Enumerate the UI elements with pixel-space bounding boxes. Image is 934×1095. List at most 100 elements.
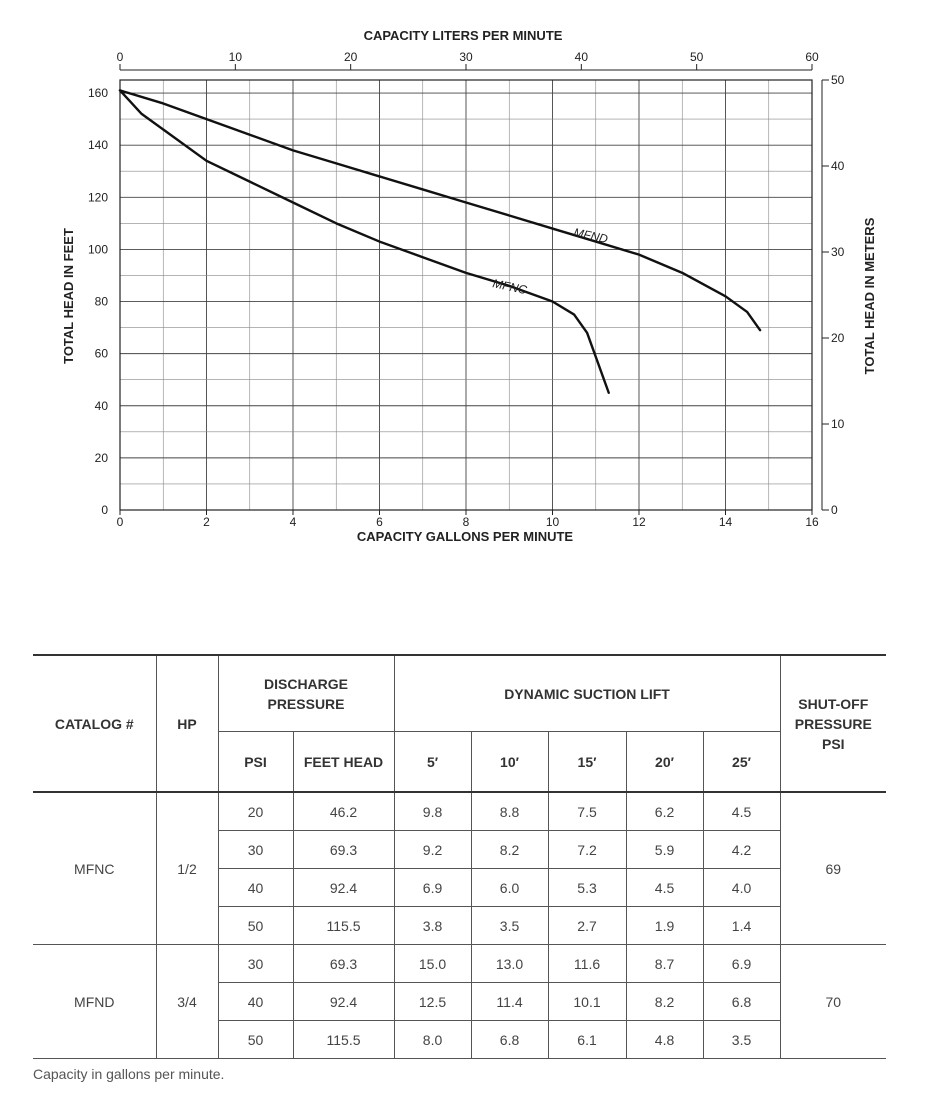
lift-cell: 4.2	[702, 830, 781, 869]
lift-cell: 1.4	[702, 906, 781, 945]
y2-axis-title: TOTAL HEAD IN METERS	[862, 217, 877, 374]
lift-cell: 5.9	[625, 830, 704, 869]
x-tick-label: 10	[546, 515, 560, 529]
lift-cell: 6.8	[470, 1020, 549, 1059]
lift-cell: 11.4	[470, 982, 549, 1021]
lift-cell: 8.8	[470, 791, 549, 831]
psi-cell: 30	[217, 944, 294, 983]
lift-cell: 4.5	[702, 791, 781, 831]
lift-15-header: 15′	[547, 731, 627, 793]
dynamic-suction-lift-header: DYNAMIC SUCTION LIFT	[393, 654, 781, 732]
psi-cell: 50	[217, 906, 294, 945]
discharge-pressure-header: DISCHARGE PRESSURE	[217, 654, 395, 732]
x-tick-label: 12	[632, 515, 646, 529]
lift-cell: 3.5	[702, 1020, 781, 1059]
catalog-cell: MFND	[33, 944, 157, 1059]
table-row: MFND 3/4 30 69.3 15.0 13.0 11.6 8.7 6.9 …	[33, 944, 887, 1059]
feet-head-cell: 92.4	[292, 982, 395, 1021]
y-tick-label: 0	[101, 503, 108, 517]
lift-5-header: 5′	[393, 731, 472, 793]
psi-cell: 50	[217, 1020, 294, 1059]
feet-head-header: FEET HEAD	[292, 731, 395, 793]
table-row: 30 69.3 9.2 8.2 7.2 5.9 4.2	[33, 830, 886, 869]
shutoff-cell: 69	[779, 791, 887, 945]
y-tick-label: 120	[88, 190, 108, 204]
feet-head-cell: 46.2	[292, 791, 395, 831]
y-tick-label: 60	[95, 347, 109, 361]
hp-header: HP	[155, 654, 219, 793]
x-axis-title: CAPACITY GALLONS PER MINUTE	[357, 529, 574, 544]
hp-cell: 1/2	[155, 791, 219, 945]
y2-tick-label: 10	[831, 417, 845, 431]
lift-cell: 4.8	[625, 1020, 704, 1059]
performance-chart: 0 2 4 6 8 10 12 14 160 10 20 30 40 50 6002040608010012…	[61, 28, 877, 544]
y2-tick-label: 20	[831, 331, 845, 345]
lift-cell: 15.0	[393, 944, 472, 983]
lift-cell: 6.2	[625, 791, 704, 831]
y2-tick-label: 30	[831, 245, 845, 259]
psi-cell: 40	[217, 868, 294, 907]
table-row: 40 92.4 12.5 11.4 10.1 8.2 6.8	[33, 982, 886, 1021]
psi-cell: 20	[217, 791, 294, 831]
series-line-mfnc	[118, 89, 610, 394]
x2-tick-label: 10	[229, 50, 243, 64]
series-label-mfnc: MFNC	[491, 276, 528, 297]
table-row: 50 115.5 3.8 3.5 2.7 1.9 1.4	[33, 906, 886, 945]
lift-cell: 13.0	[470, 944, 549, 983]
x2-tick-label: 0	[117, 50, 124, 64]
y-tick-label: 100	[88, 242, 108, 256]
x-tick-label: 4	[290, 515, 297, 529]
x-tick-label: 14	[719, 515, 733, 529]
table-row: MFNC 1/2 20 46.2 9.8 8.8 7.5 6.2 4.5 69	[33, 791, 887, 945]
x-tick-label: 8	[463, 515, 470, 529]
psi-header: PSI	[217, 731, 294, 793]
lift-cell: 6.9	[393, 868, 472, 907]
x-tick-label: 6	[376, 515, 383, 529]
psi-cell: 40	[217, 982, 294, 1021]
x2-tick-label: 40	[575, 50, 589, 64]
lift-cell: 6.8	[702, 982, 781, 1021]
axis-ticks: 0 2 4 6 8 10 12 14 160 10 20 30 40 50 6002040608010012…	[88, 50, 845, 529]
lift-cell: 6.1	[547, 1020, 627, 1059]
lift-cell: 8.2	[470, 830, 549, 869]
feet-head-cell: 115.5	[292, 1020, 395, 1059]
chart-series	[118, 89, 762, 394]
feet-head-cell: 69.3	[292, 944, 395, 983]
table-row: 40 92.4 6.9 6.0 5.3 4.5 4.0	[33, 868, 886, 907]
performance-table: CATALOG # HP DISCHARGE PRESSURE DYNAMIC …	[33, 654, 887, 1059]
lift-cell: 9.8	[393, 791, 472, 831]
x2-tick-label: 30	[459, 50, 473, 64]
catalog-cell: MFNC	[33, 791, 157, 945]
catalog-header: CATALOG #	[33, 654, 157, 793]
lift-cell: 4.5	[625, 868, 704, 907]
y2-tick-label: 50	[831, 73, 845, 87]
lift-25-header: 25′	[702, 731, 781, 793]
table-row: 50 115.5 8.0 6.8 6.1 4.8 3.5	[33, 1020, 886, 1059]
y-tick-label: 140	[88, 138, 108, 152]
x2-tick-label: 20	[344, 50, 358, 64]
lift-20-header: 20′	[625, 731, 704, 793]
x-tick-label: 2	[203, 515, 210, 529]
y2-tick-label: 0	[831, 503, 838, 517]
lift-cell: 10.1	[547, 982, 627, 1021]
y-axis-title: TOTAL HEAD IN FEET	[61, 228, 76, 364]
shutoff-pressure-header: SHUT-OFF PRESSURE PSI	[779, 654, 887, 793]
feet-head-cell: 92.4	[292, 868, 395, 907]
feet-head-cell: 115.5	[292, 906, 395, 945]
lift-cell: 5.3	[547, 868, 627, 907]
series-label-mfnd: MFND	[572, 225, 609, 246]
feet-head-cell: 69.3	[292, 830, 395, 869]
lift-10-header: 10′	[470, 731, 549, 793]
lift-cell: 8.0	[393, 1020, 472, 1059]
lift-cell: 7.5	[547, 791, 627, 831]
x-tick-label: 0	[117, 515, 124, 529]
lift-cell: 8.7	[625, 944, 704, 983]
y-tick-label: 160	[88, 86, 108, 100]
lift-cell: 11.6	[547, 944, 627, 983]
lift-cell: 6.9	[702, 944, 781, 983]
lift-cell: 7.2	[547, 830, 627, 869]
x-tick-label: 16	[805, 515, 819, 529]
x2-tick-label: 50	[690, 50, 704, 64]
shutoff-cell: 70	[779, 944, 887, 1059]
x2-axis-title: CAPACITY LITERS PER MINUTE	[364, 28, 563, 43]
